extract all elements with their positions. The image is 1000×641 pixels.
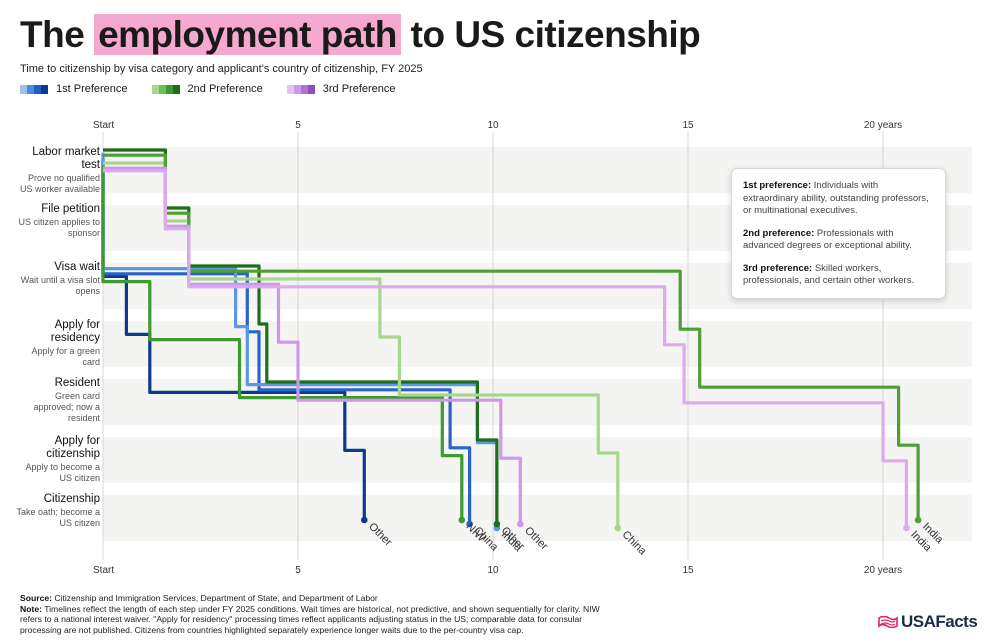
stage-label-apply-citizenship: Apply for citizenship Apply to become a … bbox=[14, 435, 100, 484]
title-highlight: employment path bbox=[94, 14, 401, 55]
stage-label-visa-wait: Visa wait Wait until a visa slot opens bbox=[14, 261, 100, 297]
note-label: Note: bbox=[20, 603, 42, 614]
legend-swatch-chip bbox=[34, 84, 41, 94]
stage-label-file-petition: File petition US citizen applies to spon… bbox=[14, 203, 100, 239]
definition-text: Skilled workers, professionals, and cert… bbox=[743, 262, 915, 287]
x-tick-label: 15 bbox=[682, 120, 694, 131]
stage-label-apply-residency: Apply for residency Apply for a green ca… bbox=[14, 319, 100, 368]
stage-title: Citizenship bbox=[43, 493, 100, 505]
stage-title: Visa wait bbox=[54, 261, 100, 273]
x-tick-label: 20 years bbox=[864, 565, 902, 576]
definition-1st: 1st preference: Individuals with extraor… bbox=[743, 180, 933, 218]
preference-definitions-box: 1st preference: Individuals with extraor… bbox=[731, 168, 946, 299]
legend-swatch-chip bbox=[307, 84, 315, 94]
stage-desc: US citizen applies to sponsor bbox=[18, 217, 100, 238]
x-tick-label: 5 bbox=[295, 120, 301, 131]
stage-desc: Green card approved; now a resident bbox=[33, 391, 100, 423]
series-end-dot bbox=[466, 520, 473, 528]
stage-band bbox=[103, 437, 972, 483]
stage-desc: Apply to become a US citizen bbox=[25, 462, 100, 483]
x-tick-label: Start bbox=[93, 120, 114, 131]
series-line bbox=[103, 153, 920, 520]
stage-label-citizenship: Citizenship Take oath; become a US citiz… bbox=[14, 493, 100, 529]
series-line bbox=[103, 166, 522, 524]
legend-swatch-chip bbox=[27, 84, 34, 94]
stage-desc: Prove no qualified US worker available bbox=[19, 173, 100, 194]
note-line: Note: Timelines reflect the length of ea… bbox=[20, 604, 620, 636]
series-end-dot bbox=[614, 524, 622, 532]
source-text: Citizenship and Immigration Services, De… bbox=[54, 593, 378, 603]
page-title: The employment path to US citizenship bbox=[20, 14, 701, 56]
series-end-dot bbox=[517, 520, 524, 528]
series-end-dot bbox=[903, 524, 910, 532]
legend-label: 1st Preference bbox=[56, 83, 128, 95]
stage-title: File petition bbox=[41, 203, 100, 215]
legend-swatch-chip bbox=[286, 84, 294, 94]
stage-band bbox=[103, 495, 972, 541]
series-line bbox=[103, 161, 620, 528]
title-before: The bbox=[20, 14, 85, 55]
legend-swatch-chip bbox=[151, 84, 159, 94]
legend-item-1st: 1st Preference bbox=[20, 83, 128, 95]
legend-swatch-chip bbox=[41, 84, 48, 94]
definition-text: Individuals with extraordinary ability, … bbox=[743, 180, 929, 216]
x-tick-label: 20 years bbox=[864, 120, 902, 131]
definition-text: Professionals with advanced degrees or e… bbox=[743, 227, 912, 252]
legend-swatch-chip bbox=[165, 84, 173, 94]
stage-label-resident: Resident Green card approved; now a resi… bbox=[14, 377, 100, 424]
definition-term: 1st preference: bbox=[743, 180, 812, 191]
stage-band bbox=[103, 321, 972, 367]
stage-desc: Apply for a green card bbox=[31, 346, 100, 367]
legend-swatch-2nd bbox=[151, 84, 180, 94]
series-line bbox=[103, 169, 908, 528]
legend-item-2nd: 2nd Preference bbox=[151, 83, 263, 95]
stage-desc: Wait until a visa slot opens bbox=[20, 275, 100, 296]
stage-desc: Take oath; become a US citizen bbox=[16, 507, 100, 528]
usafacts-logo: USAFacts bbox=[878, 612, 978, 632]
legend-swatch-chip bbox=[293, 84, 301, 94]
logo-text: USAFacts bbox=[901, 612, 978, 631]
legend-swatch-chip bbox=[20, 84, 27, 94]
stage-title: Resident bbox=[54, 377, 100, 389]
source-line: Source: Citizenship and Immigration Serv… bbox=[20, 593, 620, 604]
footer-notes: Source: Citizenship and Immigration Serv… bbox=[20, 593, 620, 635]
definition-3rd: 3rd preference: Skilled workers, profess… bbox=[743, 263, 933, 288]
legend-label: 3rd Preference bbox=[322, 83, 396, 95]
legend-swatch-chip bbox=[158, 84, 166, 94]
x-tick-label: 5 bbox=[295, 565, 301, 576]
x-tick-label: 10 bbox=[487, 120, 499, 131]
source-label: Source: bbox=[20, 593, 52, 603]
definition-2nd: 2nd preference: Professionals with advan… bbox=[743, 228, 933, 253]
legend-swatch-chip bbox=[300, 84, 308, 94]
legend-swatch-chip bbox=[172, 84, 180, 94]
stage-label-labor-market-test: Labor market test Prove no qualified US … bbox=[14, 146, 100, 195]
title-after: to US citizenship bbox=[410, 14, 701, 55]
chart-legend: 1st Preference 2nd Preference 3rd Prefer… bbox=[20, 83, 396, 95]
definition-term: 2nd preference: bbox=[743, 227, 815, 239]
stage-title: Apply for residency bbox=[50, 319, 100, 344]
series-end-dot bbox=[361, 516, 368, 524]
legend-item-3rd: 3rd Preference bbox=[286, 83, 396, 95]
stage-title: Labor market test bbox=[32, 146, 100, 171]
legend-swatch-3rd bbox=[286, 84, 315, 94]
series-end-dot bbox=[458, 516, 466, 524]
flag-icon bbox=[878, 616, 898, 628]
chart-subtitle: Time to citizenship by visa category and… bbox=[20, 63, 423, 75]
legend-label: 2nd Preference bbox=[187, 83, 263, 95]
series-line bbox=[103, 148, 499, 524]
series-end-dot bbox=[493, 520, 501, 528]
series-line bbox=[101, 165, 464, 520]
note-text: Timelines reflect the length of each ste… bbox=[20, 603, 600, 635]
x-tick-label: 15 bbox=[682, 565, 694, 576]
series-end-dot bbox=[914, 516, 922, 524]
legend-swatch-1st bbox=[20, 84, 48, 94]
x-tick-label: 10 bbox=[487, 565, 499, 576]
definition-term: 3rd preference: bbox=[743, 262, 813, 274]
stage-title: Apply for citizenship bbox=[46, 435, 100, 460]
x-tick-label: Start bbox=[93, 565, 114, 576]
